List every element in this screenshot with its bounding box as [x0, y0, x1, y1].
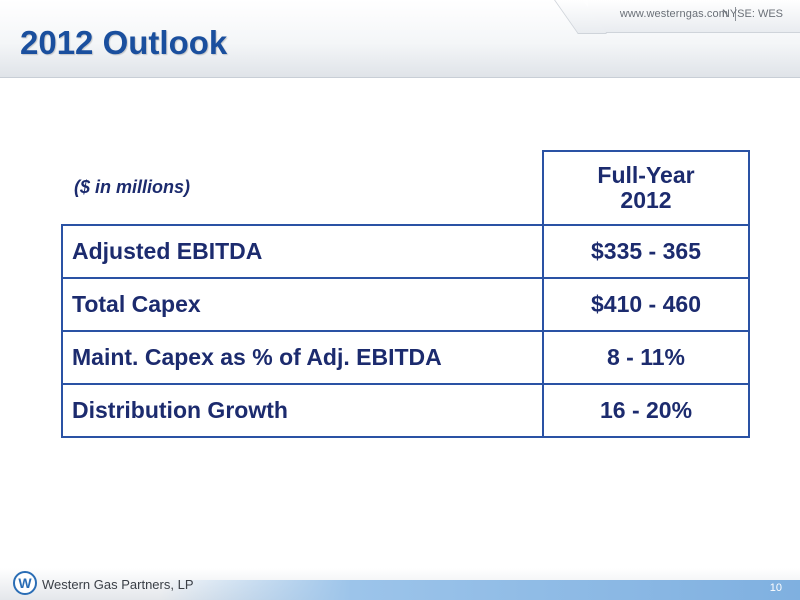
column-header-line2: 2012: [620, 187, 672, 213]
table-row: Maint. Capex as % of Adj. EBITDA 8 - 11%: [61, 330, 750, 385]
row-label-total-capex: Total Capex: [61, 277, 543, 332]
header-divider: [735, 7, 736, 21]
company-name: Western Gas Partners, LP: [42, 577, 194, 592]
ticker-label: NYSE: WES: [721, 8, 783, 20]
column-header: Full-Year 2012: [542, 150, 750, 225]
table-row: Adjusted EBITDA $335 - 365: [61, 224, 750, 279]
company-logo-icon: W: [13, 571, 37, 595]
table-row: Total Capex $410 - 460: [61, 277, 750, 332]
page-number: 10: [769, 582, 782, 594]
row-label-adjusted-ebitda: Adjusted EBITDA: [61, 224, 543, 279]
row-value-adjusted-ebitda: $335 - 365: [542, 224, 750, 279]
table-header-row: ($ in millions) Full-Year 2012: [62, 150, 750, 225]
row-label-distribution-growth: Distribution Growth: [61, 383, 543, 438]
table-row: Distribution Growth 16 - 20%: [61, 383, 750, 438]
header-tab: [588, 0, 800, 33]
column-header-line1: Full-Year: [597, 162, 695, 188]
page-title: 2012 Outlook: [20, 24, 228, 61]
row-value-total-capex: $410 - 460: [542, 277, 750, 332]
units-note: ($ in millions): [74, 177, 191, 197]
footer-band: [0, 568, 800, 600]
outlook-table: ($ in millions) Full-Year 2012 Adjusted …: [61, 150, 750, 438]
footer-accent-bar: [160, 580, 800, 600]
row-value-maint-capex: 8 - 11%: [542, 330, 750, 385]
row-value-distribution-growth: 16 - 20%: [542, 383, 750, 438]
website-link[interactable]: www.westerngas.com: [619, 8, 728, 20]
row-label-maint-capex: Maint. Capex as % of Adj. EBITDA: [61, 330, 543, 385]
